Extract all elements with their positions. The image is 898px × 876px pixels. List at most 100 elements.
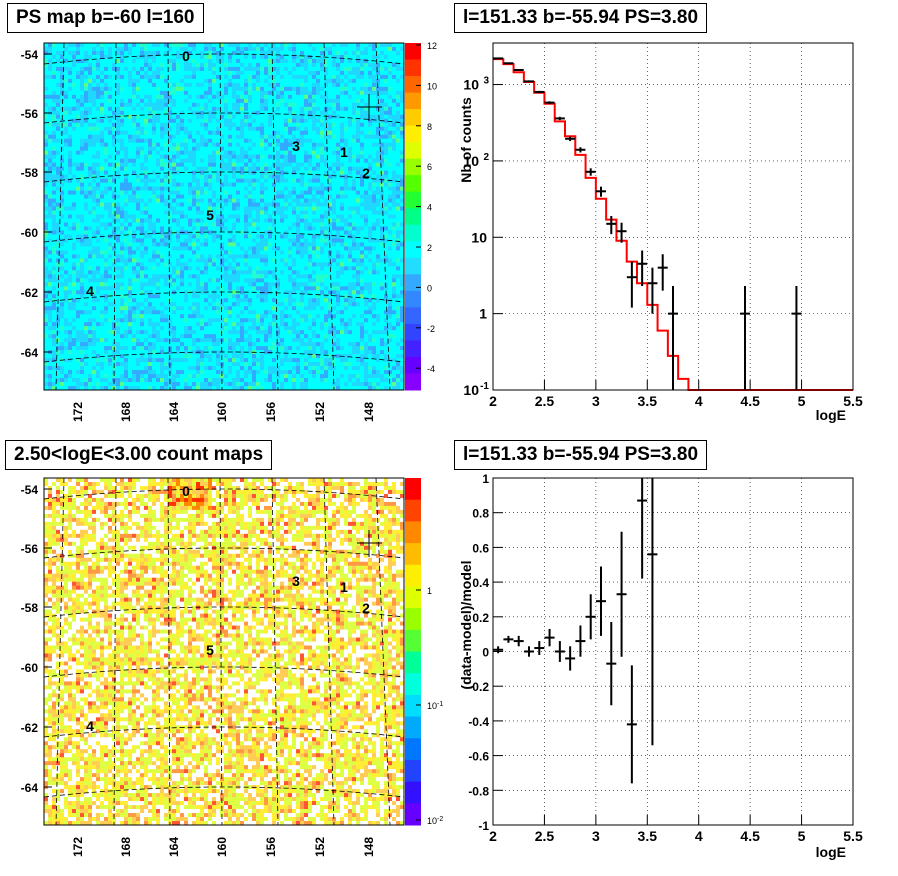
heatmap-cell: [240, 86, 245, 92]
heatmap-cell: [44, 222, 49, 227]
heatmap-cell: [388, 150, 393, 156]
heatmap-cell: [212, 174, 217, 180]
heatmap-cell: [400, 222, 405, 227]
heatmap-cell: [160, 82, 165, 88]
heatmap-cell: [264, 190, 269, 195]
heatmap-cell: [312, 74, 317, 80]
heatmap-cell: [308, 114, 313, 120]
heatmap-cell: [320, 130, 325, 136]
heatmap-cell: [192, 62, 197, 68]
heatmap-cell: [80, 114, 85, 120]
heatmap-cell: [124, 234, 129, 239]
heatmap-cell: [352, 130, 357, 136]
heatmap-cell: [156, 226, 161, 231]
heatmap-cell: [284, 43, 289, 48]
heatmap-cell: [132, 174, 137, 180]
heatmap-cell: [176, 126, 181, 132]
heatmap-cell: [168, 198, 173, 203]
heatmap-cell: [184, 90, 189, 96]
heatmap-cell: [192, 246, 197, 251]
heatmap-cell: [184, 130, 189, 136]
heatmap-cell: [72, 66, 77, 72]
heatmap-cell: [316, 62, 321, 68]
heatmap-cell: [44, 146, 49, 152]
heatmap-cell: [272, 258, 277, 263]
heatmap-cell: [376, 86, 381, 92]
heatmap-cell: [164, 146, 169, 152]
heatmap-cell: [240, 238, 245, 243]
heatmap-cell: [128, 43, 133, 48]
heatmap-cell: [116, 102, 121, 108]
heatmap-cell: [360, 234, 365, 239]
heatmap-cell: [368, 226, 373, 231]
heatmap-cell: [140, 230, 145, 235]
heatmap-cell: [128, 218, 133, 223]
heatmap-cell: [368, 186, 373, 191]
heatmap-cell: [168, 182, 173, 187]
heatmap-cell: [76, 218, 81, 223]
heatmap-cell: [396, 130, 401, 136]
heatmap-cell: [316, 50, 321, 56]
heatmap-cell: [344, 182, 349, 187]
heatmap-cell: [104, 210, 109, 215]
heatmap-cell: [240, 258, 245, 263]
heatmap-cell: [248, 190, 253, 195]
heatmap-cell: [336, 50, 341, 56]
heatmap-cell: [360, 118, 365, 124]
heatmap-cell: [80, 258, 85, 263]
heatmap-cell: [356, 43, 361, 48]
heatmap-cell: [260, 222, 265, 227]
heatmap-cell: [44, 82, 49, 88]
heatmap-cell: [48, 226, 53, 231]
heatmap-cell: [176, 98, 181, 104]
heatmap-cell: [216, 98, 221, 104]
heatmap-cell: [284, 206, 289, 211]
heatmap-cell: [140, 182, 145, 187]
heatmap-cell: [388, 158, 393, 164]
heatmap-cell: [372, 186, 377, 191]
heatmap-cell: [220, 102, 225, 108]
heatmap-cell: [232, 186, 237, 191]
heatmap-cell: [120, 234, 125, 239]
heatmap-cell: [164, 86, 169, 92]
heatmap-cell: [364, 43, 369, 48]
heatmap-cell: [228, 66, 233, 72]
heatmap-cell: [44, 98, 49, 104]
heatmap-cell: [384, 174, 389, 180]
heatmap-cell: [264, 162, 269, 168]
heatmap-cell: [376, 138, 381, 144]
heatmap-cell: [388, 174, 393, 180]
heatmap-cell: [192, 218, 197, 223]
heatmap-cell: [100, 102, 105, 108]
heatmap-cell: [72, 82, 77, 88]
heatmap-cell: [108, 230, 113, 235]
heatmap-cell: [164, 258, 169, 263]
heatmap-cell: [364, 90, 369, 96]
heatmap-cell: [396, 70, 401, 76]
heatmap-cell: [200, 106, 205, 112]
heatmap-cell: [304, 190, 309, 195]
heatmap-cell: [144, 130, 149, 136]
heatmap-cell: [328, 238, 333, 243]
heatmap-cell: [116, 234, 121, 239]
heatmap-cell: [188, 226, 193, 231]
heatmap-cell: [48, 162, 53, 168]
heatmap-cell: [284, 94, 289, 100]
heatmap-cell: [308, 166, 313, 172]
heatmap-cell: [368, 102, 373, 108]
heatmap-cell: [108, 150, 113, 156]
heatmap-cell: [396, 118, 401, 124]
heatmap-cell: [328, 126, 333, 132]
heatmap-cell: [108, 242, 113, 247]
heatmap-cell: [388, 226, 393, 231]
heatmap-cell: [332, 166, 337, 172]
heatmap-cell: [192, 262, 197, 267]
heatmap-cell: [64, 62, 69, 68]
heatmap-cell: [352, 58, 357, 64]
heatmap-cell: [224, 186, 229, 191]
heatmap-cell: [316, 66, 321, 72]
heatmap-cell: [160, 110, 165, 116]
heatmap-cell: [100, 146, 105, 152]
heatmap-cell: [264, 238, 269, 243]
heatmap-cell: [232, 146, 237, 152]
